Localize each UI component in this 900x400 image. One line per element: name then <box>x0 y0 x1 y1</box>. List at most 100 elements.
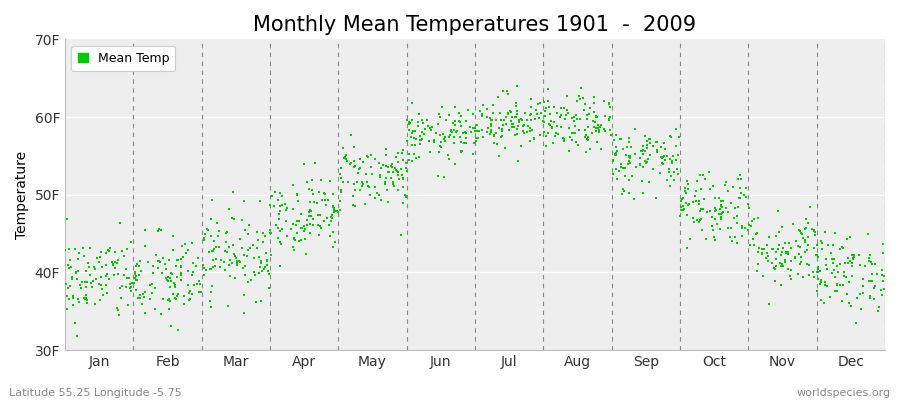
Point <box>670 152 685 158</box>
Point <box>690 178 705 184</box>
Point <box>313 223 328 230</box>
Point <box>393 232 408 238</box>
Point <box>716 198 730 204</box>
Point <box>184 288 198 294</box>
Point <box>396 200 410 206</box>
Point <box>775 224 789 230</box>
Point <box>367 195 382 202</box>
Point <box>274 190 288 196</box>
Point <box>650 148 664 155</box>
Point <box>381 164 395 170</box>
Point <box>406 128 420 134</box>
Point <box>664 173 679 179</box>
Point <box>839 274 853 280</box>
Point <box>784 244 798 251</box>
Point <box>543 111 557 118</box>
Point <box>194 288 208 295</box>
Point <box>846 256 860 263</box>
Point <box>546 104 561 110</box>
Point <box>578 127 592 133</box>
Point <box>832 261 847 267</box>
Point <box>305 222 320 228</box>
Point <box>769 232 783 239</box>
Point <box>505 121 519 128</box>
Point <box>469 135 483 141</box>
Point <box>689 198 704 204</box>
Point <box>161 296 176 303</box>
Point <box>150 265 165 271</box>
Point <box>326 203 340 210</box>
Point <box>656 154 670 160</box>
Point <box>382 169 396 176</box>
Point <box>166 280 181 286</box>
Point <box>780 249 795 256</box>
Point <box>264 252 278 258</box>
Point <box>453 134 467 140</box>
Point <box>636 142 651 149</box>
Point <box>603 127 617 133</box>
Point <box>537 99 552 106</box>
Point <box>176 293 191 300</box>
Point <box>539 143 554 149</box>
Point <box>826 242 841 248</box>
Point <box>386 178 400 185</box>
Point <box>828 274 842 280</box>
Point <box>708 195 723 201</box>
Point <box>852 290 867 297</box>
Point <box>747 216 761 222</box>
Point <box>447 140 462 146</box>
Point <box>482 131 497 138</box>
Point <box>353 165 367 171</box>
Point <box>303 213 318 219</box>
Point <box>184 240 199 246</box>
Point <box>730 240 744 246</box>
Point <box>814 279 828 285</box>
Point <box>166 246 180 253</box>
Point <box>122 285 137 291</box>
Point <box>175 270 189 276</box>
Point <box>131 271 146 278</box>
Point <box>219 238 233 245</box>
Point <box>254 260 268 266</box>
Point <box>499 114 513 120</box>
Point <box>413 137 428 143</box>
Point <box>608 150 623 157</box>
Point <box>419 117 434 124</box>
Point <box>733 194 747 201</box>
Point <box>715 210 729 216</box>
Point <box>546 118 561 125</box>
Point <box>676 207 690 214</box>
Point <box>310 222 325 228</box>
Point <box>614 136 628 143</box>
Point <box>437 138 452 144</box>
Point <box>610 176 625 182</box>
Point <box>796 274 811 280</box>
Point <box>110 259 124 266</box>
Point <box>779 249 794 256</box>
Point <box>749 231 763 238</box>
Point <box>607 137 621 143</box>
Point <box>810 242 824 248</box>
Point <box>696 205 710 212</box>
Point <box>697 196 711 202</box>
Point <box>94 249 108 256</box>
Point <box>442 112 456 119</box>
Point <box>360 178 374 185</box>
Point <box>60 306 75 312</box>
Point <box>396 184 410 190</box>
Point <box>263 230 277 236</box>
Point <box>779 250 794 256</box>
Point <box>759 255 773 261</box>
Point <box>391 159 405 166</box>
Point <box>569 139 583 145</box>
Point <box>128 269 142 276</box>
Point <box>178 241 193 248</box>
Point <box>482 125 496 132</box>
Point <box>370 190 384 197</box>
Point <box>735 232 750 239</box>
Point <box>184 272 199 278</box>
Point <box>699 236 714 242</box>
Point <box>545 125 560 131</box>
Point <box>400 117 415 124</box>
Point <box>209 244 223 250</box>
